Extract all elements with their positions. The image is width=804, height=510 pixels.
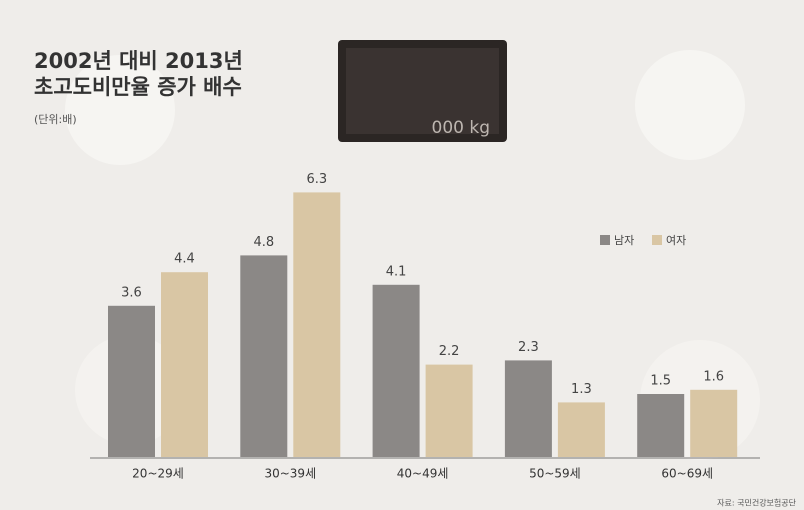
x-tick-label: 40~49세 bbox=[397, 467, 449, 481]
legend-swatch bbox=[600, 235, 610, 245]
bar bbox=[637, 394, 685, 457]
chart-title: 2002년 대비 2013년 초고도비만율 증가 배수 bbox=[34, 49, 243, 99]
value-label: 2.2 bbox=[439, 344, 460, 359]
decor-circle bbox=[65, 55, 175, 165]
value-label: 1.5 bbox=[650, 374, 671, 389]
legend-label: 남자 bbox=[614, 234, 634, 247]
bar bbox=[372, 284, 420, 457]
x-tick-label: 60~69세 bbox=[661, 467, 713, 481]
decor-circle bbox=[635, 50, 745, 160]
bar bbox=[240, 255, 288, 457]
bar bbox=[293, 192, 341, 457]
value-label: 4.4 bbox=[174, 252, 195, 267]
chart-subtitle: (단위:배) bbox=[34, 113, 77, 126]
scale-reading: 000 kg bbox=[432, 118, 491, 138]
value-label: 4.1 bbox=[386, 264, 407, 279]
x-tick-label: 50~59세 bbox=[529, 467, 581, 481]
value-label: 2.3 bbox=[518, 340, 539, 355]
value-label: 1.6 bbox=[703, 369, 724, 384]
bar bbox=[425, 364, 473, 457]
bar bbox=[557, 402, 605, 457]
x-tick-label: 20~29세 bbox=[132, 467, 184, 481]
value-label: 6.3 bbox=[306, 172, 327, 187]
bar bbox=[161, 272, 208, 457]
value-label: 3.6 bbox=[121, 285, 142, 300]
value-label: 1.3 bbox=[571, 382, 592, 397]
bar bbox=[690, 389, 738, 457]
x-tick-label: 30~39세 bbox=[264, 467, 316, 481]
source: 자료: 국민건강보험공단 bbox=[717, 498, 796, 508]
legend-label: 여자 bbox=[666, 234, 686, 247]
legend-swatch bbox=[652, 235, 662, 245]
bar bbox=[108, 305, 155, 457]
scale-screen bbox=[346, 48, 499, 134]
bar bbox=[504, 360, 552, 457]
value-label: 4.8 bbox=[253, 235, 274, 250]
